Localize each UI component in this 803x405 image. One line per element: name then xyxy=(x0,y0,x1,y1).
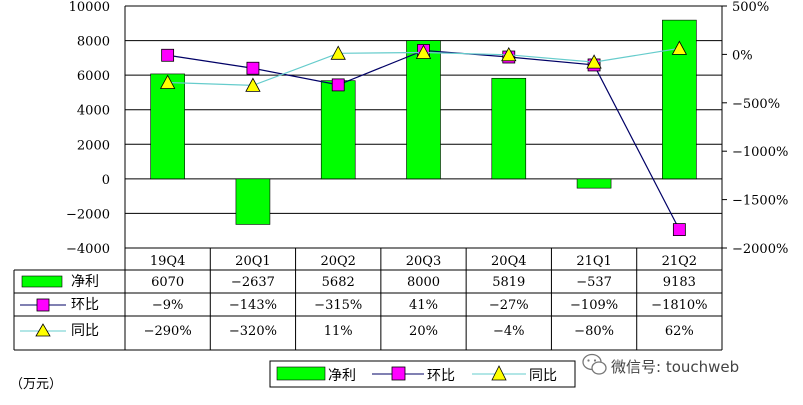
right-tick-label: −1500% xyxy=(732,194,788,209)
legend-key-marker xyxy=(491,365,507,381)
watermark: 微信号: touchweb xyxy=(582,353,739,376)
right-tick-label: 500% xyxy=(732,0,769,15)
table-key-bar xyxy=(21,275,63,288)
data-table: 19Q4 20Q1 20Q2 20Q3 20Q4 21Q1 21Q2 净利 6070 −2637 5… xyxy=(13,254,722,351)
category-label: 20Q2 xyxy=(320,254,355,269)
table-row-label: 净利 xyxy=(71,274,99,290)
table-cell: 5682 xyxy=(322,275,355,290)
bar-21Q1 xyxy=(576,178,612,189)
right-tick-label: −2000% xyxy=(732,242,788,257)
marker-环比-19Q4 xyxy=(161,48,175,62)
marker-同比-19Q4 xyxy=(159,74,176,89)
legend-label: 环比 xyxy=(427,368,455,384)
left-tick-label: 2000 xyxy=(77,138,110,153)
table-cell: −109% xyxy=(570,298,618,313)
table-cell: −2637 xyxy=(231,275,275,290)
bar-20Q2 xyxy=(320,80,356,180)
unit-label: （万元） xyxy=(10,377,62,392)
table-cell: −143% xyxy=(229,298,277,313)
marker-同比-20Q3 xyxy=(415,44,432,59)
bar-20Q4 xyxy=(491,77,527,180)
table-cell: 62% xyxy=(665,324,694,339)
category-label: 19Q4 xyxy=(150,254,185,269)
marker-环比-20Q1 xyxy=(246,61,260,75)
bar-series xyxy=(150,19,697,225)
marker-环比-21Q2 xyxy=(672,223,686,237)
bar-19Q4 xyxy=(150,73,185,180)
watermark-text: 微信号: touchweb xyxy=(611,358,739,376)
table-cell: 5819 xyxy=(492,275,525,290)
table-cell: 8000 xyxy=(407,275,440,290)
category-label: 21Q1 xyxy=(576,254,611,269)
wechat-icon xyxy=(582,353,607,375)
table-cell: −27% xyxy=(489,298,529,313)
table-cell: 41% xyxy=(409,298,438,313)
table-cell: −4% xyxy=(493,324,525,339)
table-cell: 20% xyxy=(409,324,438,339)
left-tick-label: −4000 xyxy=(66,242,110,257)
marker-同比-20Q2 xyxy=(330,45,346,60)
left-tick-label: 10000 xyxy=(69,0,110,15)
legend-label: 净利 xyxy=(328,368,356,384)
table-cell: 6070 xyxy=(151,275,184,290)
table-row-label: 同比 xyxy=(71,323,99,339)
table-cell: −290% xyxy=(144,324,192,339)
right-axis-ticks: 500% 0% −500% −1000% −1500% −2000% xyxy=(732,0,788,257)
category-label: 20Q3 xyxy=(406,254,441,269)
category-label: 20Q4 xyxy=(491,254,526,269)
legend: 净利 环比 同比 xyxy=(269,360,576,388)
legend-key-bar xyxy=(276,366,326,381)
bar-20Q1 xyxy=(235,178,271,225)
right-tick-label: −1000% xyxy=(732,145,788,160)
legend-label: 同比 xyxy=(529,368,557,384)
table-cell: −80% xyxy=(574,324,614,339)
category-label: 21Q2 xyxy=(662,254,697,269)
right-tick-label: 0% xyxy=(732,48,753,63)
table-cell: −1810% xyxy=(651,298,707,313)
table-cell: −320% xyxy=(229,324,277,339)
marker-同比-21Q1 xyxy=(586,54,602,69)
table-cell: −315% xyxy=(314,298,362,313)
left-tick-label: −2000 xyxy=(66,207,110,222)
left-tick-label: 4000 xyxy=(77,104,110,119)
marker-同比-20Q1 xyxy=(245,77,261,92)
line-series xyxy=(159,40,688,237)
table-key-marker xyxy=(35,323,51,337)
left-axis-ticks: 10000 8000 6000 4000 2000 0 −2000 −4000 xyxy=(66,0,110,257)
category-label: 20Q1 xyxy=(235,254,270,269)
bar-20Q3 xyxy=(406,40,441,180)
table-cell: −537 xyxy=(576,275,612,290)
table-cell: 9183 xyxy=(663,275,696,290)
table-cell: 11% xyxy=(324,324,353,339)
left-tick-label: 8000 xyxy=(77,35,110,50)
marker-同比-20Q4 xyxy=(501,46,517,62)
marker-同比-21Q2 xyxy=(671,40,688,55)
left-tick-label: 0 xyxy=(102,173,110,188)
legend-key-marker xyxy=(391,366,406,381)
table-cell: −9% xyxy=(152,298,184,313)
right-tick-label: −500% xyxy=(732,97,780,112)
marker-环比-20Q2 xyxy=(331,78,345,92)
left-tick-label: 6000 xyxy=(77,69,110,84)
table-key-marker xyxy=(36,298,50,312)
table-row-label: 环比 xyxy=(71,297,99,313)
